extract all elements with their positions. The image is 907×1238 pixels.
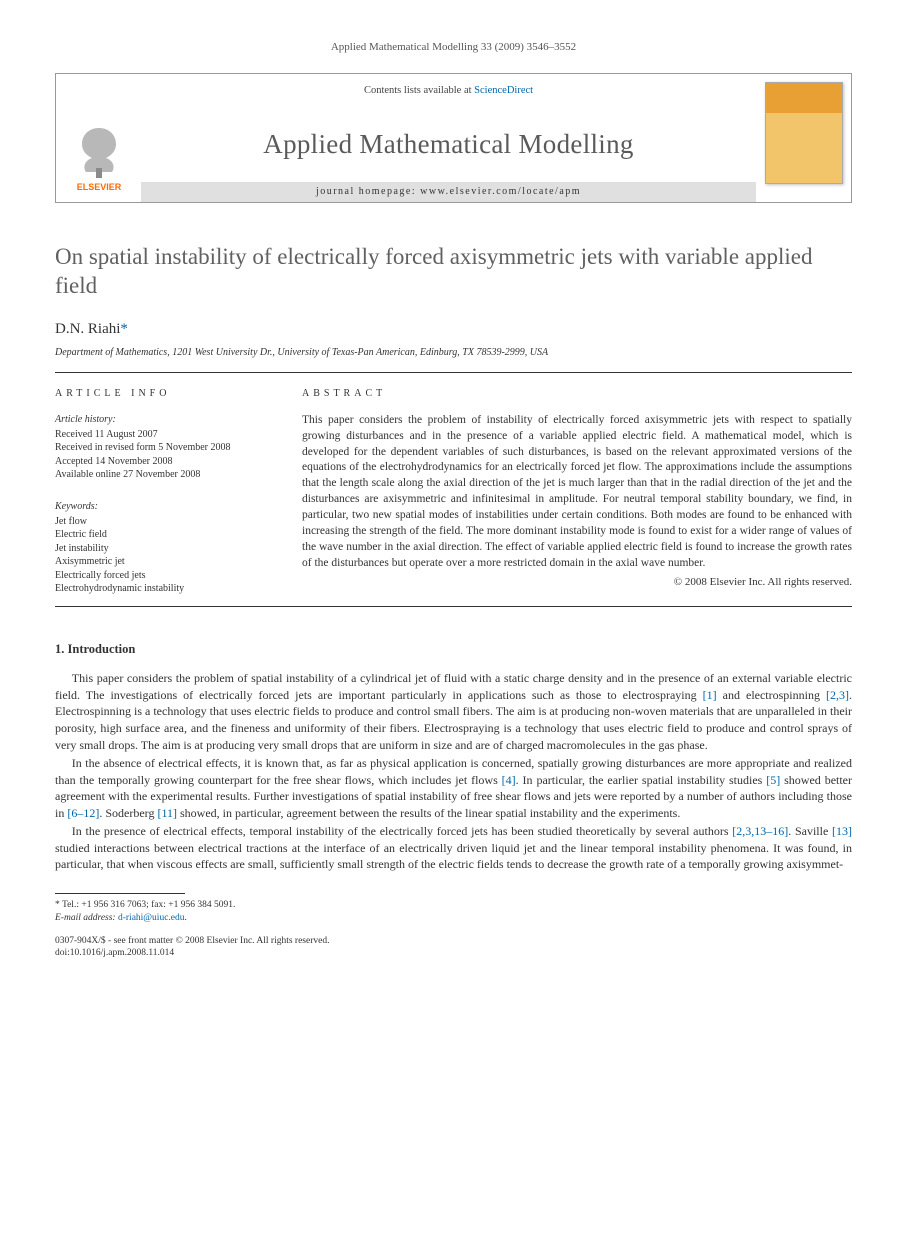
- author-line: D.N. Riahi*: [55, 319, 852, 340]
- email-line: E-mail address: d-riahi@uiuc.edu.: [55, 912, 852, 925]
- cover-thumbnail-cell: [756, 74, 851, 202]
- elsevier-tree-logo-icon: ELSEVIER: [68, 122, 130, 194]
- publisher-logo-cell: ELSEVIER: [56, 74, 141, 202]
- keyword: Axisymmetric jet: [55, 555, 270, 569]
- history-line: Received in revised form 5 November 2008: [55, 441, 270, 455]
- keywords-heading: Keywords:: [55, 500, 270, 514]
- running-header: Applied Mathematical Modelling 33 (2009)…: [55, 40, 852, 55]
- article-info-label: ARTICLE INFO: [55, 387, 270, 401]
- sciencedirect-link[interactable]: ScienceDirect: [474, 85, 533, 96]
- corresponding-author-footnote: * Tel.: +1 956 316 7063; fax: +1 956 384…: [55, 899, 852, 925]
- citation-link[interactable]: [4]: [502, 773, 516, 787]
- corresponding-author-marker[interactable]: *: [120, 321, 128, 337]
- history-line: Available online 27 November 2008: [55, 468, 270, 482]
- text-run: showed, in particular, agreement between…: [177, 806, 680, 820]
- front-matter-line: 0307-904X/$ - see front matter © 2008 El…: [55, 935, 852, 947]
- keyword: Electric field: [55, 528, 270, 542]
- journal-masthead: ELSEVIER Contents lists available at Sci…: [55, 73, 852, 203]
- abstract-text: This paper considers the problem of inst…: [302, 413, 852, 572]
- abstract-copyright: © 2008 Elsevier Inc. All rights reserved…: [302, 575, 852, 590]
- text-run: . In particular, the earlier spatial ins…: [516, 773, 767, 787]
- author-affiliation: Department of Mathematics, 1201 West Uni…: [55, 346, 852, 360]
- info-abstract-row: ARTICLE INFO Article history: Received 1…: [55, 387, 852, 596]
- keyword: Jet flow: [55, 515, 270, 529]
- contents-available-line: Contents lists available at ScienceDirec…: [364, 84, 533, 99]
- doi-line: doi:10.1016/j.apm.2008.11.014: [55, 947, 852, 959]
- divider-top: [55, 372, 852, 373]
- masthead-center: Contents lists available at ScienceDirec…: [141, 74, 756, 202]
- text-run: In the presence of electrical effects, t…: [72, 824, 732, 838]
- journal-homepage-bar: journal homepage: www.elsevier.com/locat…: [141, 182, 756, 202]
- doi-block: 0307-904X/$ - see front matter © 2008 El…: [55, 935, 852, 960]
- author-email-link[interactable]: d-riahi@uiuc.edu: [118, 913, 185, 923]
- email-label: E-mail address:: [55, 913, 116, 923]
- journal-cover-thumbnail-icon: [765, 82, 843, 184]
- section-heading-introduction: 1. Introduction: [55, 641, 852, 659]
- elsevier-wordmark: ELSEVIER: [76, 182, 121, 192]
- citation-link[interactable]: [13]: [832, 824, 852, 838]
- body-paragraph: This paper considers the problem of spat…: [55, 670, 852, 753]
- contents-prefix: Contents lists available at: [364, 85, 474, 96]
- body-paragraph: In the absence of electrical effects, it…: [55, 755, 852, 821]
- article-title: On spatial instability of electrically f…: [55, 243, 852, 301]
- text-run: . Soderberg: [99, 806, 157, 820]
- citation-link[interactable]: [6–12]: [67, 806, 99, 820]
- text-run: studied interactions between electrical …: [55, 841, 852, 872]
- history-heading: Article history:: [55, 413, 270, 427]
- journal-name: Applied Mathematical Modelling: [263, 126, 633, 164]
- keyword: Jet instability: [55, 542, 270, 556]
- history-line: Received 11 August 2007: [55, 428, 270, 442]
- citation-link[interactable]: [2,3]: [826, 688, 849, 702]
- email-suffix: .: [185, 913, 187, 923]
- author-name: D.N. Riahi: [55, 321, 120, 337]
- telephone-line: * Tel.: +1 956 316 7063; fax: +1 956 384…: [55, 899, 852, 912]
- citation-link[interactable]: [11]: [157, 806, 177, 820]
- citation-link[interactable]: [2,3,13–16]: [732, 824, 788, 838]
- divider-bottom: [55, 606, 852, 607]
- footnote-separator: [55, 893, 185, 894]
- keyword: Electrohydrodynamic instability: [55, 582, 270, 596]
- citation-link[interactable]: [5]: [766, 773, 780, 787]
- abstract-label: ABSTRACT: [302, 387, 852, 401]
- text-run: . Saville: [788, 824, 832, 838]
- text-run: and electrospinning: [717, 688, 826, 702]
- keyword: Electrically forced jets: [55, 569, 270, 583]
- body-paragraph: In the presence of electrical effects, t…: [55, 823, 852, 873]
- abstract-column: ABSTRACT This paper considers the proble…: [302, 387, 852, 596]
- citation-link[interactable]: [1]: [703, 688, 717, 702]
- history-line: Accepted 14 November 2008: [55, 455, 270, 469]
- article-info-column: ARTICLE INFO Article history: Received 1…: [55, 387, 270, 596]
